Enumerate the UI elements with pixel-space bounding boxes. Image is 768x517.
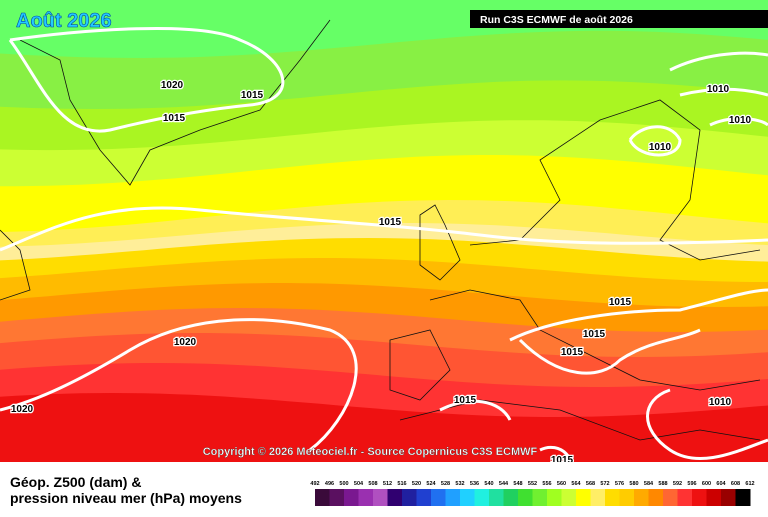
colorbar-tick-label: 608 bbox=[731, 481, 740, 487]
isobar-label: 1015 bbox=[609, 297, 632, 308]
colorbar-swatch bbox=[373, 489, 388, 506]
colorbar-swatch bbox=[707, 489, 722, 506]
colorbar-swatch bbox=[736, 489, 751, 506]
isobar-label: 1020 bbox=[174, 337, 197, 348]
colorbar-swatch bbox=[518, 489, 533, 506]
colorbar-swatch bbox=[402, 489, 417, 506]
colorbar-swatch bbox=[475, 489, 490, 506]
legend-title: pression niveau mer (hPa) moyens bbox=[10, 490, 242, 506]
colorbar-swatch bbox=[315, 489, 330, 506]
colorbar-tick-label: 500 bbox=[339, 481, 348, 487]
colorbar-tick-label: 580 bbox=[629, 481, 638, 487]
colorbar-tick-label: 592 bbox=[673, 481, 682, 487]
colorbar-tick-label: 560 bbox=[557, 481, 566, 487]
colorbar-tick-label: 604 bbox=[716, 481, 726, 487]
colorbar-tick-label: 576 bbox=[615, 481, 624, 487]
colorbar-tick-label: 540 bbox=[484, 481, 493, 487]
colorbar-swatch bbox=[460, 489, 475, 506]
colorbar-tick-label: 600 bbox=[702, 481, 711, 487]
colorbar-tick-label: 568 bbox=[586, 481, 595, 487]
colorbar-tick-label: 528 bbox=[441, 481, 450, 487]
colorbar-tick-label: 556 bbox=[542, 481, 551, 487]
isobar-label: 1020 bbox=[11, 404, 34, 415]
colorbar-swatch bbox=[605, 489, 620, 506]
map-title: Août 2026 bbox=[16, 10, 112, 32]
colorbar-swatch bbox=[649, 489, 664, 506]
colorbar-swatch bbox=[562, 489, 577, 506]
isobar-label: 1015 bbox=[561, 347, 584, 358]
isobar-label: 1010 bbox=[709, 397, 732, 408]
legend-title: Géop. Z500 (dam) & bbox=[10, 474, 141, 490]
colorbar-swatch bbox=[446, 489, 461, 506]
colorbar-tick-label: 596 bbox=[687, 481, 696, 487]
colorbar-tick-label: 512 bbox=[383, 481, 392, 487]
isobar-label: 1015 bbox=[163, 113, 186, 124]
colorbar-swatch bbox=[417, 489, 432, 506]
colorbar-swatch bbox=[359, 489, 374, 506]
colorbar-swatch bbox=[489, 489, 504, 506]
colorbar-tick-label: 544 bbox=[499, 481, 509, 487]
isobar-label: 1015 bbox=[379, 217, 402, 228]
colorbar-tick-label: 536 bbox=[470, 481, 479, 487]
isobar-label: 1010 bbox=[649, 142, 672, 153]
colorbar-tick-label: 552 bbox=[528, 481, 537, 487]
colorbar-tick-label: 504 bbox=[354, 481, 364, 487]
isobar-label: 1020 bbox=[161, 80, 184, 91]
colorbar-tick-label: 588 bbox=[658, 481, 667, 487]
colorbar-swatch bbox=[721, 489, 736, 506]
colorbar-tick-label: 492 bbox=[310, 481, 319, 487]
colorbar-tick-label: 524 bbox=[426, 481, 436, 487]
isobar-label: 1010 bbox=[729, 115, 752, 126]
colorbar-tick-label: 564 bbox=[571, 481, 581, 487]
colorbar-swatch bbox=[620, 489, 635, 506]
colorbar-swatch bbox=[591, 489, 606, 506]
isobar-label: 1015 bbox=[241, 90, 264, 101]
colorbar-swatch bbox=[634, 489, 649, 506]
colorbar-tick-label: 548 bbox=[513, 481, 522, 487]
colorbar-swatch bbox=[576, 489, 591, 506]
colorbar-tick-label: 520 bbox=[412, 481, 421, 487]
colorbar-tick-label: 516 bbox=[397, 481, 406, 487]
colorbar-tick-label: 584 bbox=[644, 481, 654, 487]
colorbar-swatch bbox=[547, 489, 562, 506]
colorbar-tick-label: 508 bbox=[368, 481, 377, 487]
colorbar-swatch bbox=[663, 489, 678, 506]
colorbar-swatch bbox=[692, 489, 707, 506]
isobar-label: 1010 bbox=[707, 84, 730, 95]
colorbar-swatch bbox=[504, 489, 519, 506]
colorbar-swatch bbox=[330, 489, 345, 506]
isobar-label: 1015 bbox=[454, 395, 477, 406]
colorbar-tick-label: 572 bbox=[600, 481, 609, 487]
run-label: Run C3S ECMWF de août 2026 bbox=[480, 14, 633, 26]
colorbar-swatch bbox=[388, 489, 403, 506]
colorbar-tick-label: 496 bbox=[325, 481, 334, 487]
isobar-label: 1015 bbox=[583, 329, 606, 340]
colorbar-swatch bbox=[678, 489, 693, 506]
colorbar-tick-label: 532 bbox=[455, 481, 464, 487]
colorbar-tick-label: 612 bbox=[745, 481, 754, 487]
colorbar-swatch bbox=[533, 489, 548, 506]
colorbar-swatch bbox=[344, 489, 359, 506]
colorbar-swatch bbox=[431, 489, 446, 506]
colorbar: 492 496 500 504 508 512 516 520 524 528 532 536 540 5… bbox=[310, 481, 754, 506]
copyright: Copyright © 2026 Meteociel.fr - Source C… bbox=[203, 446, 538, 458]
